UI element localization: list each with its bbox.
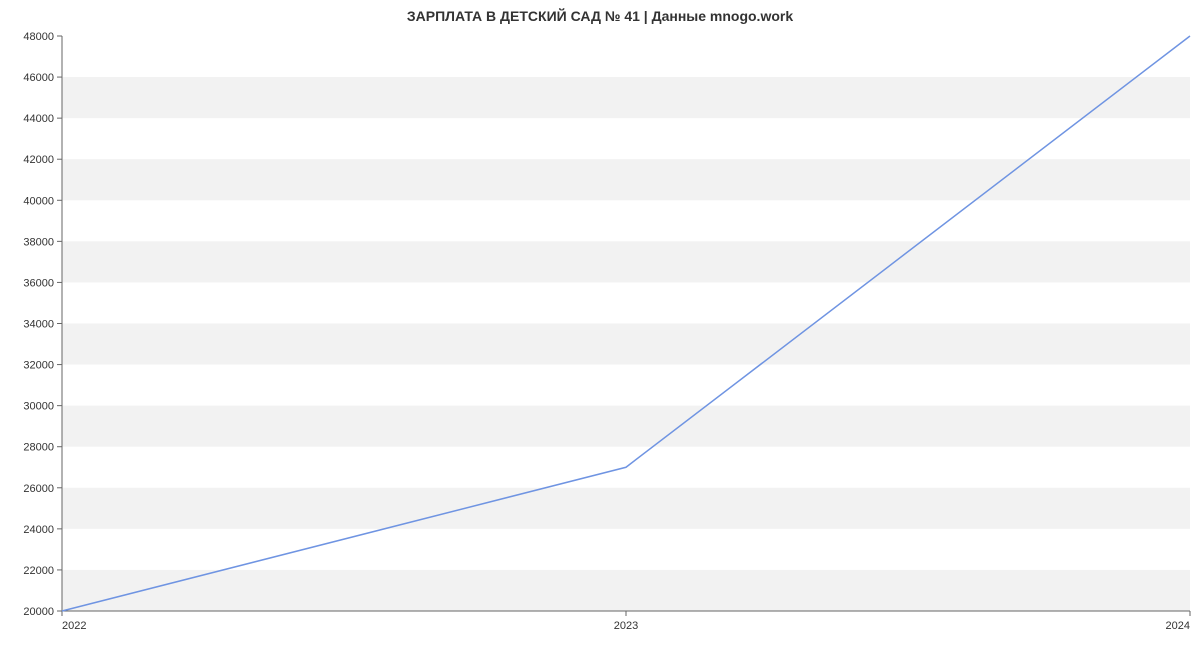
y-tick-label: 46000 xyxy=(23,72,54,84)
y-tick-label: 44000 xyxy=(23,113,54,125)
y-tick-label: 20000 xyxy=(23,606,54,618)
y-tick-label: 30000 xyxy=(23,401,54,413)
y-tick-label: 24000 xyxy=(23,524,54,536)
y-tick-label: 22000 xyxy=(23,565,54,577)
y-tick-label: 32000 xyxy=(23,360,54,372)
chart-title: ЗАРПЛАТА В ДЕТСКИЙ САД № 41 | Данные mno… xyxy=(0,8,1200,24)
y-tick-label: 36000 xyxy=(23,277,54,289)
chart-svg: 20000 22000 24000 26000 28000 30000 32000 34000… xyxy=(0,0,1200,650)
x-tick-label: 2022 xyxy=(62,620,86,632)
y-tick-label: 26000 xyxy=(23,483,54,495)
salary-line-chart: ЗАРПЛАТА В ДЕТСКИЙ САД № 41 | Данные mno… xyxy=(0,0,1200,650)
y-tick-label: 40000 xyxy=(23,195,54,207)
y-tick-label: 42000 xyxy=(23,154,54,166)
y-tick-label: 38000 xyxy=(23,236,54,248)
y-tick-label: 28000 xyxy=(23,442,54,454)
y-tick-label: 34000 xyxy=(23,319,54,331)
x-tick-label: 2023 xyxy=(614,620,638,632)
y-tick-label: 48000 xyxy=(23,31,54,43)
x-tick-label: 2024 xyxy=(1166,620,1190,632)
